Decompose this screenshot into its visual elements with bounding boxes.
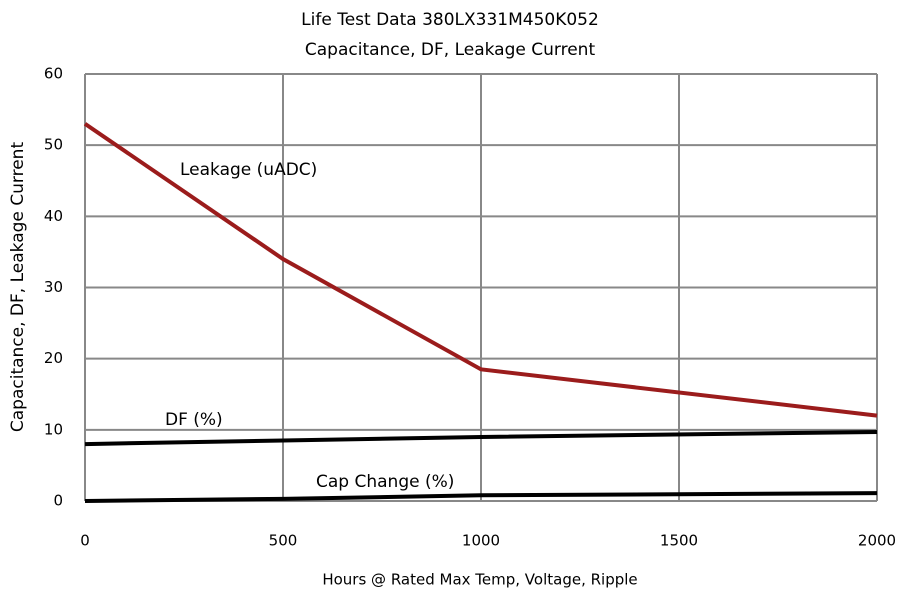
series-label: DF (%) [165,410,223,430]
x-tick-label: 1000 [462,532,500,550]
series-label: Cap Change (%) [316,472,454,492]
y-tick-label: 40 [44,207,63,225]
chart-subtitle: Capacitance, DF, Leakage Current [305,40,596,60]
x-tick-label: 0 [80,532,90,550]
series-line [84,429,878,447]
x-axis-label: Hours @ Rated Max Temp, Voltage, Ripple [322,571,637,589]
y-tick-label: 20 [44,349,63,367]
chart-title: Life Test Data 380LX331M450K052 [301,10,599,30]
x-tick-label: 2000 [858,532,896,550]
y-tick-label: 10 [44,420,63,438]
series-line [84,491,878,503]
x-tick-label: 1500 [660,532,698,550]
y-tick-label: 30 [44,278,63,296]
y-axis-label: Capacitance, DF, Leakage Current [8,142,28,433]
y-tick-label: 0 [53,492,63,510]
y-tick-label: 50 [44,136,63,154]
series-label: Leakage (uADC) [180,160,317,180]
x-tick-label: 500 [269,532,298,550]
y-tick-label: 60 [44,65,63,83]
series-line [83,122,878,418]
